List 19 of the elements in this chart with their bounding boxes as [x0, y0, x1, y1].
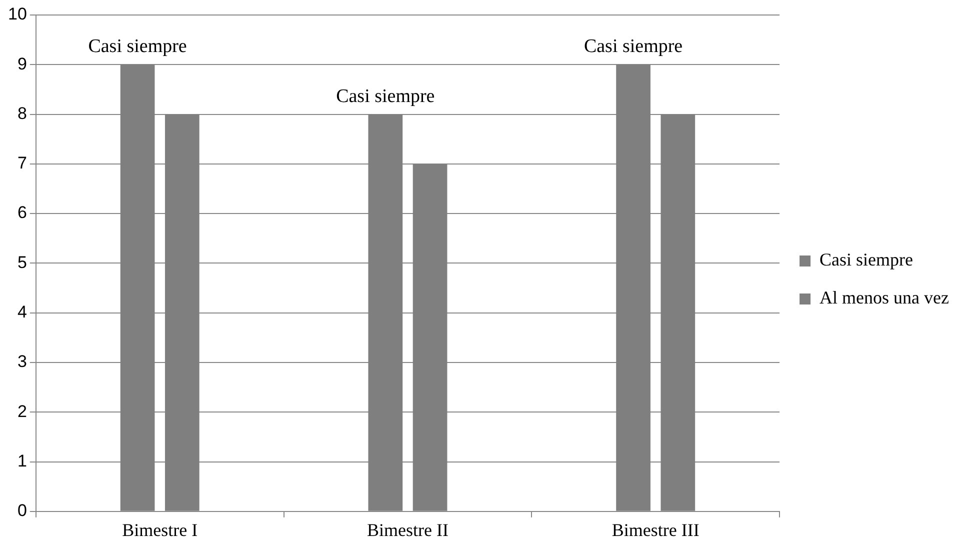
- y-tick-label: 3: [17, 352, 27, 372]
- y-tick-label: 2: [17, 402, 27, 421]
- y-tick-label: 0: [17, 501, 27, 520]
- annotation: Casi siempre: [88, 36, 187, 58]
- legend-label: Casi siempre: [820, 250, 914, 270]
- y-tick-label: 9: [17, 54, 27, 74]
- x-tick-label: Bimestre II: [366, 520, 448, 540]
- y-tick-label: 4: [17, 302, 27, 322]
- legend-label: Al menos una vez: [820, 288, 950, 308]
- x-tick-label: Bimestre I: [122, 520, 198, 540]
- y-tick-label: 7: [17, 154, 27, 173]
- y-tick-label: 8: [17, 104, 27, 123]
- annotation: Casi siempre: [336, 86, 435, 107]
- annotation: Casi siempre: [584, 36, 683, 58]
- x-tick-label: Bimestre III: [612, 520, 700, 540]
- y-tick-label: 1: [17, 451, 27, 470]
- y-tick-label: 6: [17, 203, 27, 222]
- y-tick-label: 10: [8, 4, 27, 24]
- y-tick-label: 5: [17, 252, 27, 272]
